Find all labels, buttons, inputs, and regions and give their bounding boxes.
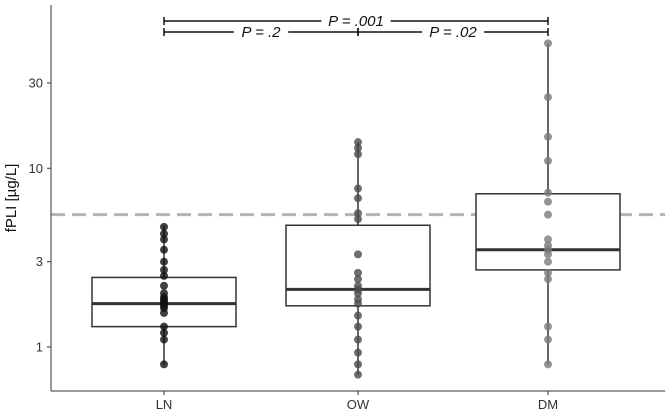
ticks-layer: 1 3 10 30 LN OW DM: [29, 76, 559, 413]
y-tick-label: 30: [29, 76, 43, 91]
annotation-label-bg: [422, 22, 484, 40]
annotation-label: P = .001: [328, 13, 384, 30]
data-point: [354, 348, 362, 357]
data-point: [354, 215, 362, 224]
data-point: [160, 289, 168, 298]
data-point: [160, 235, 168, 244]
data-point: [354, 360, 362, 369]
data-point: [354, 295, 362, 304]
data-point: [160, 360, 168, 369]
data-point: [160, 222, 168, 231]
data-point: [544, 188, 552, 197]
annotation-label-bg: [321, 11, 391, 29]
data-point: [354, 138, 362, 147]
points-layer: [160, 39, 552, 379]
data-point: [544, 197, 552, 206]
boxes-layer: [91, 43, 621, 375]
data-point: [544, 275, 552, 284]
data-point: [354, 311, 362, 320]
annotation-label-bg: [233, 22, 289, 40]
data-point: [160, 281, 168, 290]
data-point: [354, 250, 362, 259]
data-point: [544, 93, 552, 102]
data-point: [544, 39, 552, 48]
x-tick-label: LN: [156, 397, 173, 412]
data-point: [160, 257, 168, 266]
data-point: [544, 268, 552, 277]
data-point: [544, 322, 552, 331]
x-tick-label: OW: [347, 397, 370, 412]
data-point: [544, 241, 552, 250]
data-point: [544, 335, 552, 344]
data-point: [354, 194, 362, 203]
data-point: [354, 268, 362, 277]
data-point: [160, 322, 168, 331]
y-tick-label: 1: [36, 340, 43, 355]
data-point: [354, 322, 362, 331]
data-point: [354, 370, 362, 379]
data-point: [160, 229, 168, 238]
data-point: [354, 143, 362, 152]
data-point: [354, 184, 362, 193]
data-point: [544, 210, 552, 219]
y-tick-label: 10: [29, 161, 43, 176]
data-point: [160, 265, 168, 274]
data-point: [354, 209, 362, 218]
data-point: [354, 150, 362, 159]
data-point: [160, 335, 168, 344]
data-point: [544, 235, 552, 244]
data-point: [544, 257, 552, 266]
y-tick-label: 3: [36, 254, 43, 269]
annotations-layer: P = .001 P = .2 P = .02: [163, 11, 549, 41]
data-point: [544, 132, 552, 141]
data-point: [544, 156, 552, 165]
data-point: [160, 245, 168, 254]
annotation-label: P = .02: [429, 24, 477, 41]
data-point: [160, 328, 168, 337]
data-point: [544, 360, 552, 369]
y-axis-title: fPLI [µg/L]: [3, 164, 20, 233]
data-point: [354, 335, 362, 344]
x-tick-label: DM: [538, 397, 558, 412]
data-point: [160, 271, 168, 280]
data-point: [354, 281, 362, 290]
annotation-label: P = .2: [241, 24, 281, 41]
data-point: [354, 275, 362, 284]
